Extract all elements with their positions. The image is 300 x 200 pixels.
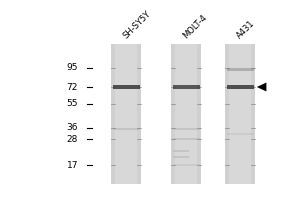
Text: 55: 55 [67,99,78,108]
Bar [172,85,200,89]
Text: SH-SY5Y: SH-SY5Y [121,9,152,40]
Bar [171,44,201,184]
Bar [172,150,189,152]
Bar [115,44,137,184]
Bar [226,68,254,71]
Bar [112,85,140,89]
Bar [229,44,251,184]
Text: A431: A431 [235,18,257,40]
Text: 17: 17 [67,160,78,170]
Bar [112,128,140,130]
Bar [172,138,200,140]
Bar [172,128,200,130]
Bar [175,44,197,184]
Bar [172,164,200,166]
Bar [225,44,255,184]
Text: 72: 72 [67,83,78,92]
Polygon shape [257,83,266,91]
Text: 28: 28 [67,134,78,144]
Text: MOLT-4: MOLT-4 [181,13,208,40]
Bar [111,44,141,184]
Bar [172,156,189,158]
Bar [226,133,254,135]
Text: 95: 95 [67,64,78,72]
Text: 36: 36 [67,123,78,132]
Bar [226,85,254,89]
